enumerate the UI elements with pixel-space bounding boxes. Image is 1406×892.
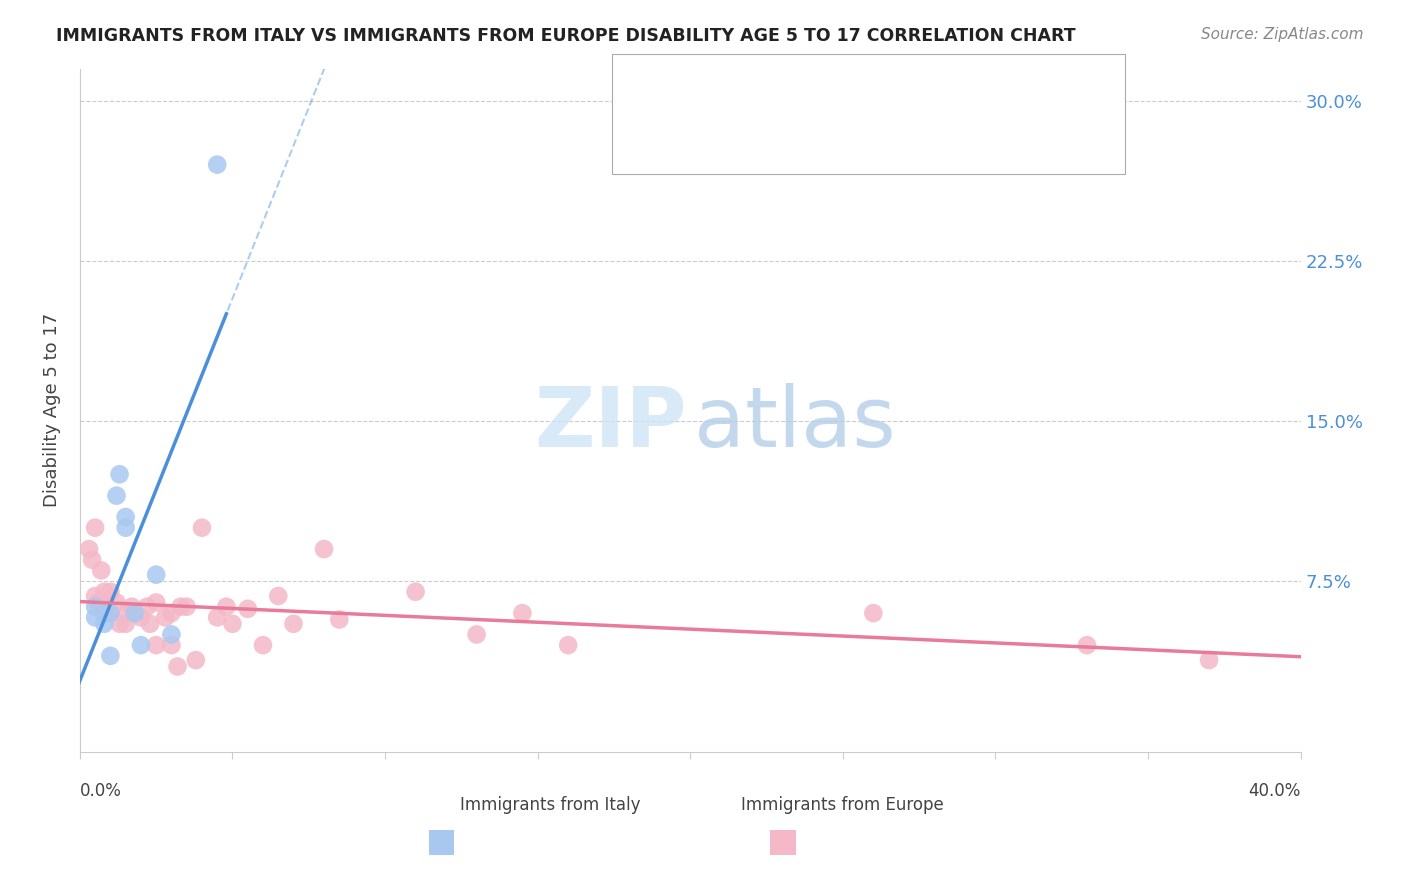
Point (114, 510, 136, 524)
Point (205, 610, 228, 624)
Point (93, 616, 115, 631)
Point (267, 589, 290, 603)
Point (114, 521, 136, 535)
Point (405, 584, 427, 599)
Point (160, 606, 183, 620)
Point (252, 638, 274, 652)
Point (114, 606, 136, 620)
Point (145, 567, 167, 582)
Point (215, 599, 238, 614)
Point (312, 542, 335, 557)
Point (191, 521, 214, 535)
Point (129, 638, 152, 652)
Point (145, 638, 167, 652)
Point (90, 563, 112, 577)
Point (124, 606, 146, 620)
Point (84, 610, 107, 624)
Point (93, 584, 115, 599)
Point (155, 610, 177, 624)
Point (77, 542, 100, 557)
Point (121, 599, 143, 614)
Point (84, 521, 107, 535)
Point (108, 467, 131, 482)
Text: Immigrants from Italy: Immigrants from Italy (460, 797, 640, 814)
Text: IMMIGRANTS FROM ITALY VS IMMIGRANTS FROM EUROPE DISABILITY AGE 5 TO 17 CORRELATI: IMMIGRANTS FROM ITALY VS IMMIGRANTS FROM… (56, 27, 1076, 45)
Point (1198, 653, 1220, 667)
Point (108, 616, 131, 631)
Point (124, 606, 146, 620)
Point (80, 552, 103, 566)
Point (205, 158, 228, 172)
Text: 0.0%: 0.0% (80, 782, 122, 800)
Text: Source: ZipAtlas.com: Source: ZipAtlas.com (1201, 27, 1364, 42)
Point (221, 616, 243, 631)
Text: 40.0%: 40.0% (1249, 782, 1301, 800)
Point (84, 599, 107, 614)
Point (145, 595, 167, 609)
Point (166, 659, 188, 673)
Point (176, 599, 198, 614)
Text: ZIP: ZIP (534, 384, 686, 465)
Point (105, 595, 128, 609)
Point (100, 606, 122, 620)
Point (114, 616, 136, 631)
Point (136, 599, 159, 614)
Point (465, 627, 488, 641)
Point (557, 638, 579, 652)
Point (236, 602, 259, 616)
Text: R = -0.452   N = 46: R = -0.452 N = 46 (685, 129, 891, 147)
Text: atlas: atlas (695, 384, 896, 465)
Point (105, 489, 128, 503)
Point (93, 606, 115, 620)
Point (1076, 638, 1098, 652)
Point (512, 606, 534, 620)
Point (283, 616, 305, 631)
Point (100, 606, 122, 620)
Point (139, 616, 162, 631)
Point (100, 648, 122, 663)
Point (100, 584, 122, 599)
Point (862, 606, 884, 620)
Text: R =  0.653   N = 14: R = 0.653 N = 14 (685, 89, 891, 107)
Point (184, 653, 207, 667)
Point (90, 595, 112, 609)
Point (160, 627, 183, 641)
Point (328, 613, 350, 627)
Point (84, 589, 107, 603)
Point (87, 595, 110, 609)
Point (160, 638, 183, 652)
Point (169, 599, 191, 614)
Text: Immigrants from Europe: Immigrants from Europe (741, 797, 945, 814)
Y-axis label: Disability Age 5 to 17: Disability Age 5 to 17 (44, 313, 60, 508)
Point (129, 610, 152, 624)
